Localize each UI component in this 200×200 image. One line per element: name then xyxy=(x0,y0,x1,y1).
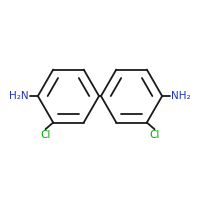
Text: H₂N: H₂N xyxy=(9,91,29,101)
Text: Cl: Cl xyxy=(149,130,160,140)
Text: NH₂: NH₂ xyxy=(171,91,191,101)
Text: Cl: Cl xyxy=(40,130,51,140)
